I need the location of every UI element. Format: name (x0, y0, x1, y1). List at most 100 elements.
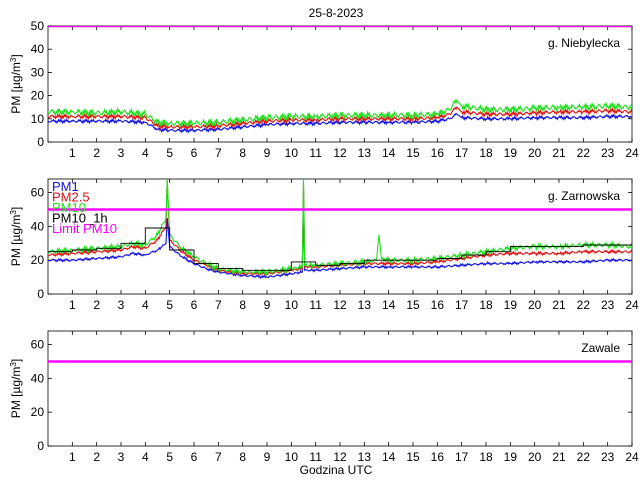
x-tick-label: 15 (406, 450, 420, 464)
x-tick-label: 7 (215, 450, 222, 464)
y-tick-label: 10 (31, 112, 45, 126)
station-label: g. Zarnowska (548, 189, 620, 203)
axes-box (47, 330, 633, 447)
x-tick-label: 6 (191, 450, 198, 464)
x-tick-label: 3 (118, 298, 125, 312)
y-tick-label: 0 (37, 287, 44, 301)
x-tick-label: 13 (358, 146, 372, 160)
y-tick-label: 0 (37, 135, 44, 149)
plot-area (48, 179, 632, 280)
y-tick-label: 60 (31, 338, 45, 352)
x-tick-label: 20 (528, 450, 542, 464)
series-line-pm25 (48, 179, 632, 277)
x-tick-label: 17 (455, 450, 469, 464)
x-tick-label: 22 (577, 298, 591, 312)
x-tick-label: 21 (552, 298, 566, 312)
y-tick-label: 0 (37, 439, 44, 453)
x-tick-label: 18 (479, 450, 493, 464)
x-tick-label: 11 (309, 146, 322, 160)
x-tick-label: 24 (625, 146, 639, 160)
x-tick-label: 8 (239, 450, 246, 464)
x-tick-label: 22 (577, 450, 591, 464)
x-tick-label: 16 (431, 298, 445, 312)
chart-panel-3: 1 2 3 4 5 6 7 8 9 10 11 12 13 14 15 16 17 18 19 20 21 22 23 240… (9, 330, 639, 464)
x-tick-label: 16 (431, 146, 445, 160)
chart-panel-2: 1 2 3 4 5 6 7 8 9 10 11 12 13 14 15 16 17 18 19 20 21 22 23 240… (9, 178, 639, 312)
x-tick-label: 20 (528, 298, 542, 312)
x-tick-label: 10 (285, 146, 299, 160)
series-line-pm10h (48, 227, 632, 271)
y-axis-label: PM [µg/m3] (9, 54, 24, 113)
x-tick-label: 13 (358, 450, 372, 464)
x-axis-label: Godzina UTC (300, 463, 373, 477)
y-tick-label: 40 (31, 219, 45, 233)
x-tick-label: 23 (601, 146, 615, 160)
x-tick-label: 20 (528, 146, 542, 160)
x-tick-label: 6 (191, 146, 198, 160)
legend-entry-pm10h: PM10_1h (52, 211, 108, 226)
x-tick-label: 19 (504, 450, 518, 464)
station-label: Zawale (581, 341, 620, 355)
legend-entry-pm1: PM1 (52, 179, 79, 194)
legend-entry-limit: Limit PM10 (52, 221, 117, 236)
x-tick-label: 23 (601, 298, 615, 312)
x-tick-label: 5 (166, 298, 173, 312)
x-tick-label: 11 (309, 450, 322, 464)
series-line-pm1 (48, 112, 632, 134)
x-tick-label: 17 (455, 298, 469, 312)
series-line-pm10 (48, 98, 632, 129)
x-tick-label: 1 (69, 146, 76, 160)
x-tick-label: 5 (166, 450, 173, 464)
x-tick-label: 13 (358, 298, 372, 312)
x-tick-label: 4 (142, 146, 149, 160)
y-tick-label: 60 (31, 186, 45, 200)
x-tick-label: 22 (577, 146, 591, 160)
x-tick-label: 14 (382, 450, 396, 464)
x-tick-label: 12 (333, 450, 347, 464)
x-tick-label: 14 (382, 146, 396, 160)
legend-entry-pm10: PM10 (52, 200, 86, 215)
x-tick-label: 10 (285, 450, 299, 464)
x-tick-label: 2 (93, 146, 100, 160)
x-tick-label: 6 (191, 298, 198, 312)
x-tick-label: 4 (142, 298, 149, 312)
x-tick-label: 9 (264, 298, 271, 312)
y-tick-label: 30 (31, 65, 45, 79)
x-tick-label: 1 (69, 298, 76, 312)
x-tick-label: 1 (69, 450, 76, 464)
y-axis-label: PM [µg/m3] (9, 207, 24, 266)
y-tick-label: 40 (31, 42, 45, 56)
x-tick-label: 14 (382, 298, 396, 312)
x-tick-label: 9 (264, 146, 271, 160)
y-tick-label: 50 (31, 19, 45, 33)
plot-area (48, 26, 632, 134)
y-tick-label: 40 (31, 371, 45, 385)
x-tick-label: 18 (479, 298, 493, 312)
x-tick-label: 4 (142, 450, 149, 464)
x-tick-label: 5 (166, 146, 173, 160)
chart-panel-1: 1 2 3 4 5 6 7 8 9 10 11 12 13 14 15 16 17 18 19 20 21 22 23 240… (9, 19, 639, 160)
x-tick-label: 8 (239, 298, 246, 312)
x-tick-label: 3 (118, 146, 125, 160)
x-tick-label: 7 (215, 298, 222, 312)
x-tick-label: 3 (118, 450, 125, 464)
station-label: g. Niebylecka (548, 36, 620, 50)
series-line-pm10 (48, 179, 632, 277)
y-axis-label: PM [µg/m3] (9, 359, 24, 418)
axes-box (47, 25, 633, 143)
x-tick-label: 18 (479, 146, 493, 160)
x-tick-label: 24 (625, 450, 639, 464)
x-tick-label: 21 (552, 450, 566, 464)
series-line-pm1 (48, 192, 632, 280)
y-tick-label: 20 (31, 89, 45, 103)
x-tick-label: 16 (431, 450, 445, 464)
x-tick-label: 23 (601, 450, 615, 464)
x-tick-label: 19 (504, 146, 518, 160)
x-tick-label: 8 (239, 146, 246, 160)
x-tick-label: 12 (333, 298, 347, 312)
series-line-pm25 (48, 106, 632, 132)
x-tick-label: 10 (285, 298, 299, 312)
y-tick-label: 20 (31, 253, 45, 267)
x-tick-label: 7 (215, 146, 222, 160)
x-tick-label: 17 (455, 146, 469, 160)
